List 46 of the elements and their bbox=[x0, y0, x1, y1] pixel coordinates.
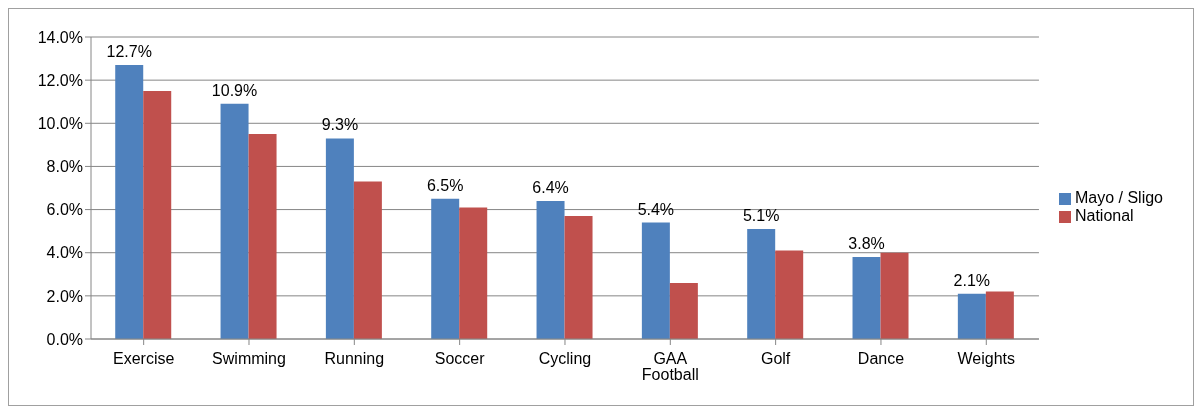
data-label: 12.7% bbox=[106, 43, 152, 61]
x-tick-label: Dance bbox=[857, 350, 905, 368]
y-tick-label: 6.0% bbox=[46, 201, 83, 219]
y-tick-label: 14.0% bbox=[37, 28, 83, 46]
y-tick-label: 2.0% bbox=[46, 287, 83, 305]
data-label: 6.5% bbox=[426, 176, 464, 194]
bar bbox=[325, 138, 354, 339]
data-label: 5.4% bbox=[637, 200, 675, 218]
data-label: 2.1% bbox=[953, 271, 991, 289]
data-label: 9.3% bbox=[321, 116, 359, 134]
bar bbox=[115, 65, 144, 339]
bar bbox=[775, 250, 804, 339]
x-tick-label: Running bbox=[324, 350, 385, 368]
x-tick-label: Soccer bbox=[434, 350, 486, 368]
bar bbox=[957, 293, 986, 339]
x-tick-label: Swimming bbox=[212, 350, 286, 368]
y-tick-label: 8.0% bbox=[46, 158, 83, 176]
data-label: 6.4% bbox=[532, 178, 569, 196]
bar bbox=[852, 257, 881, 339]
bar bbox=[248, 134, 277, 339]
bar bbox=[353, 181, 382, 339]
y-tick-label: 12.0% bbox=[37, 71, 83, 89]
x-tick-label: GAA Football bbox=[641, 350, 699, 384]
bar bbox=[431, 198, 460, 339]
legend-label: National bbox=[1074, 207, 1134, 224]
bar bbox=[220, 103, 249, 339]
x-tick-label: Cycling bbox=[538, 350, 592, 368]
data-label: 5.1% bbox=[742, 206, 780, 224]
bar bbox=[747, 228, 776, 339]
bar bbox=[669, 282, 698, 339]
bar bbox=[985, 291, 1014, 339]
bar bbox=[536, 200, 565, 339]
bar bbox=[880, 252, 909, 339]
bar bbox=[641, 222, 670, 339]
y-tick-label: 10.0% bbox=[37, 114, 83, 132]
bar bbox=[459, 207, 488, 339]
data-label: 3.8% bbox=[848, 235, 885, 253]
y-tick-label: 0.0% bbox=[46, 330, 83, 348]
bar bbox=[143, 90, 172, 339]
x-tick-label: Golf bbox=[760, 350, 791, 368]
x-tick-label: Weights bbox=[957, 350, 1016, 368]
legend-label: Mayo / Sligo bbox=[1074, 189, 1163, 206]
y-tick-label: 4.0% bbox=[46, 244, 83, 262]
x-tick-label: Exercise bbox=[112, 350, 175, 368]
data-label: 10.9% bbox=[211, 81, 258, 99]
bar bbox=[564, 216, 593, 339]
